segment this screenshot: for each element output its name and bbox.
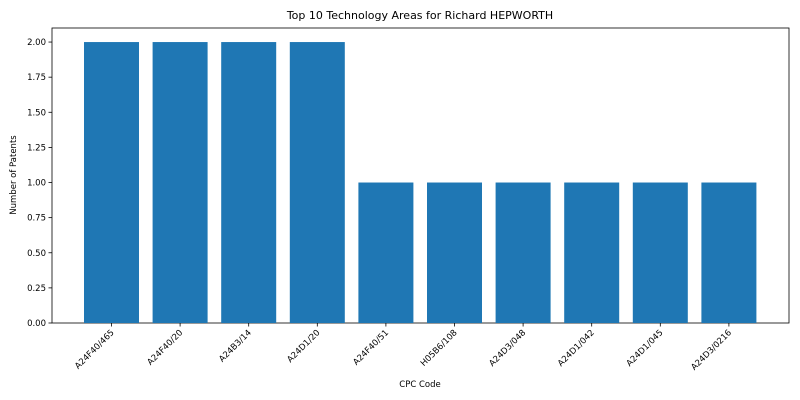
y-axis-label: Number of Patents	[9, 135, 19, 215]
x-tick-label: A24F40/20	[146, 328, 186, 368]
bar-A24D1/042	[564, 183, 619, 323]
bar-A24B3/14	[221, 42, 276, 323]
bars-group	[84, 42, 756, 323]
bar-A24D1/045	[633, 183, 688, 323]
y-tick-label: 0.00	[27, 319, 46, 329]
y-tick-label: 2.00	[27, 38, 46, 48]
x-tick-label: A24F40/465	[73, 328, 116, 371]
bar-A24D3/0216	[701, 183, 756, 323]
y-axis: 0.00 0.25 0.50 0.75 1.00 1.25 1.50 1.75 2.00	[27, 38, 52, 329]
y-tick-label: 0.75	[27, 214, 46, 224]
chart-title: Top 10 Technology Areas for Richard HEPW…	[286, 9, 553, 22]
x-tick-label: A24F40/51	[351, 328, 391, 368]
x-tick-label: H05B6/108	[419, 328, 460, 369]
bar-A24D1/20	[290, 42, 345, 323]
x-tick-label: A24D1/20	[285, 328, 322, 365]
plot-area: 0.00 0.25 0.50 0.75 1.00 1.25 1.50 1.75 2.00 A24…	[27, 28, 789, 373]
x-axis: A24F40/465 A24F40/20 A24B3/14 A24D1/20 A24F4…	[73, 323, 734, 373]
x-tick-label: A24D1/045	[625, 328, 666, 369]
x-tick-label: A24D1/042	[556, 328, 597, 369]
bar-A24F40/20	[153, 42, 208, 323]
x-axis-label: CPC Code	[399, 380, 440, 390]
bar-A24F40/51	[358, 183, 413, 323]
y-tick-label: 1.50	[27, 108, 46, 118]
y-tick-label: 0.50	[27, 249, 46, 259]
bar-H05B6/108	[427, 183, 482, 323]
bar-A24D3/048	[496, 183, 551, 323]
y-tick-label: 1.75	[27, 73, 46, 83]
y-tick-label: 0.25	[27, 284, 46, 294]
y-tick-label: 1.25	[27, 143, 46, 153]
x-tick-label: A24D3/0216	[689, 328, 734, 373]
bar-A24F40/465	[84, 42, 139, 323]
x-tick-label: A24B3/14	[217, 328, 253, 364]
y-tick-label: 1.00	[27, 179, 46, 189]
x-tick-label: A24D3/048	[487, 328, 528, 369]
